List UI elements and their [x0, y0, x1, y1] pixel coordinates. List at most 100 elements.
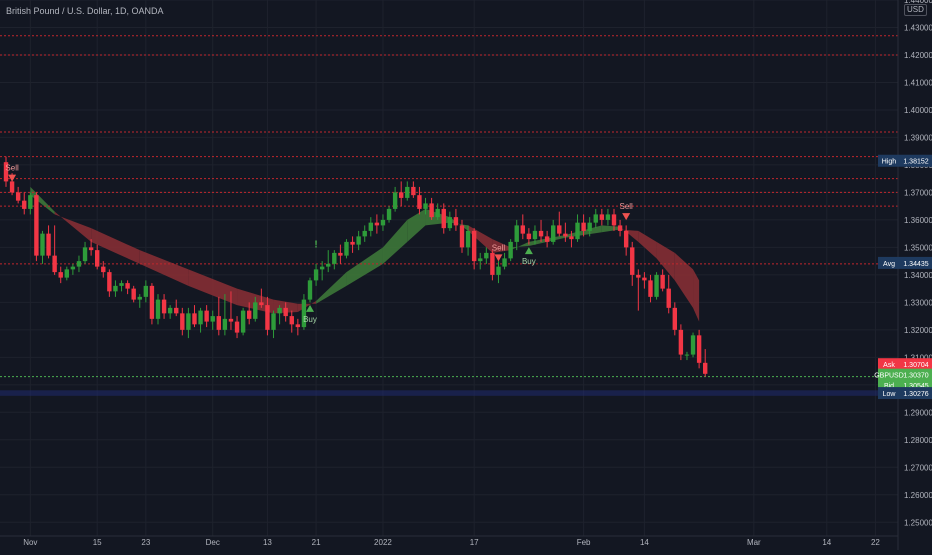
y-tick-label: 1.36000	[904, 216, 932, 225]
y-tick-label: 1.44000	[904, 0, 932, 5]
candle-up	[380, 219, 386, 226]
candle-up	[28, 195, 33, 209]
candle-up	[76, 261, 82, 267]
candle-down	[216, 316, 221, 330]
candle-down	[417, 195, 422, 209]
y-tick-label: 1.29000	[904, 408, 932, 417]
candle-up	[654, 274, 659, 297]
candle-down	[520, 225, 525, 234]
candle-down	[411, 186, 416, 196]
buy-label: Buy	[522, 257, 536, 266]
candle-up	[307, 280, 313, 300]
price-label-ask: Ask 1.30704	[878, 358, 932, 371]
candle-up	[186, 313, 191, 330]
chart-title: British Pound / U.S. Dollar, 1D, OANDA	[6, 6, 164, 16]
candle-down	[660, 274, 665, 289]
candle-down	[192, 313, 197, 325]
candle-down	[259, 302, 264, 306]
candle-down	[101, 266, 106, 273]
bear-band-segment	[656, 241, 675, 281]
candle-up	[502, 258, 507, 267]
bear-band-segment	[674, 252, 694, 308]
candle-down	[125, 283, 130, 289]
candle-up	[82, 247, 88, 262]
candle-down	[295, 324, 301, 328]
candle-down	[338, 252, 343, 256]
candle-up	[593, 214, 598, 223]
candle-down	[204, 310, 209, 322]
candle-down	[283, 307, 288, 317]
candle-up	[465, 230, 471, 248]
candle-up	[210, 316, 215, 322]
price-label-name: Avg	[883, 261, 895, 268]
candle-up	[508, 241, 513, 259]
candle-down	[161, 299, 167, 314]
candle-down	[617, 225, 623, 231]
x-tick-label: Feb	[577, 538, 591, 547]
candle-up	[143, 285, 149, 297]
y-tick-label: 1.25000	[904, 518, 932, 527]
candle-down	[696, 335, 702, 363]
candle-down	[490, 252, 495, 275]
candle-up	[332, 252, 337, 264]
candle-up	[222, 318, 228, 330]
x-tick-label: 23	[141, 538, 150, 547]
sell-arrow-icon	[494, 254, 503, 262]
currency-badge[interactable]: USD	[904, 4, 927, 16]
candle-down	[131, 288, 136, 300]
candle-up	[356, 236, 361, 245]
price-label-name: Bid	[884, 383, 894, 390]
bear-band-segment	[492, 239, 511, 253]
x-tick-label: Mar	[747, 538, 761, 547]
y-tick-label: 1.37000	[904, 188, 932, 197]
candle-down	[15, 192, 21, 201]
candle-up	[119, 283, 124, 286]
bear-band-segment	[638, 230, 657, 259]
y-tick-label: 1.33000	[904, 298, 932, 307]
candle-up	[605, 214, 611, 220]
candle-down	[429, 203, 434, 218]
candle-down	[180, 313, 185, 330]
candle-up	[435, 208, 440, 218]
candle-down	[3, 162, 9, 182]
candle-down	[374, 222, 380, 226]
candle-down	[563, 233, 568, 237]
price-label-avg: Avg 1.34435	[878, 256, 932, 269]
price-label-low: Low 1.30276	[878, 387, 932, 400]
candle-up	[575, 222, 580, 240]
y-tick-label: 1.40000	[904, 106, 932, 115]
bull-band-segment	[346, 247, 383, 286]
candle-down	[642, 277, 647, 281]
candle-down	[399, 192, 404, 198]
candle-up	[40, 233, 45, 256]
y-tick-label: 1.34000	[904, 271, 932, 280]
candle-up	[386, 208, 392, 220]
candle-down	[107, 272, 112, 292]
candle-down	[289, 316, 294, 325]
price-label-value: 1.30370	[903, 373, 928, 380]
candle-up	[198, 310, 203, 325]
candle-up	[253, 302, 258, 319]
y-tick-label: 1.26000	[904, 491, 932, 500]
candle-up	[514, 225, 519, 242]
bear-band-segment	[139, 250, 189, 286]
candle-down	[234, 321, 240, 333]
bear-band-segment	[91, 228, 140, 264]
candle-up	[155, 299, 161, 319]
candle-down	[611, 214, 617, 226]
x-tick-label: 22	[871, 538, 880, 547]
price-label-value: 1.30545	[903, 383, 928, 390]
candle-down	[648, 280, 653, 297]
candle-up	[362, 230, 367, 237]
price-label-value: 1.34435	[903, 261, 928, 268]
candle-down	[459, 225, 465, 248]
bear-band-segment	[54, 211, 92, 242]
price-label-value-bg	[900, 368, 932, 381]
candle-down	[599, 214, 605, 220]
y-tick-label: 1.35000	[904, 243, 932, 252]
candle-down	[247, 310, 252, 319]
candle-up	[447, 217, 453, 229]
y-tick-label: 1.43000	[904, 23, 932, 32]
candle-down	[22, 200, 27, 209]
